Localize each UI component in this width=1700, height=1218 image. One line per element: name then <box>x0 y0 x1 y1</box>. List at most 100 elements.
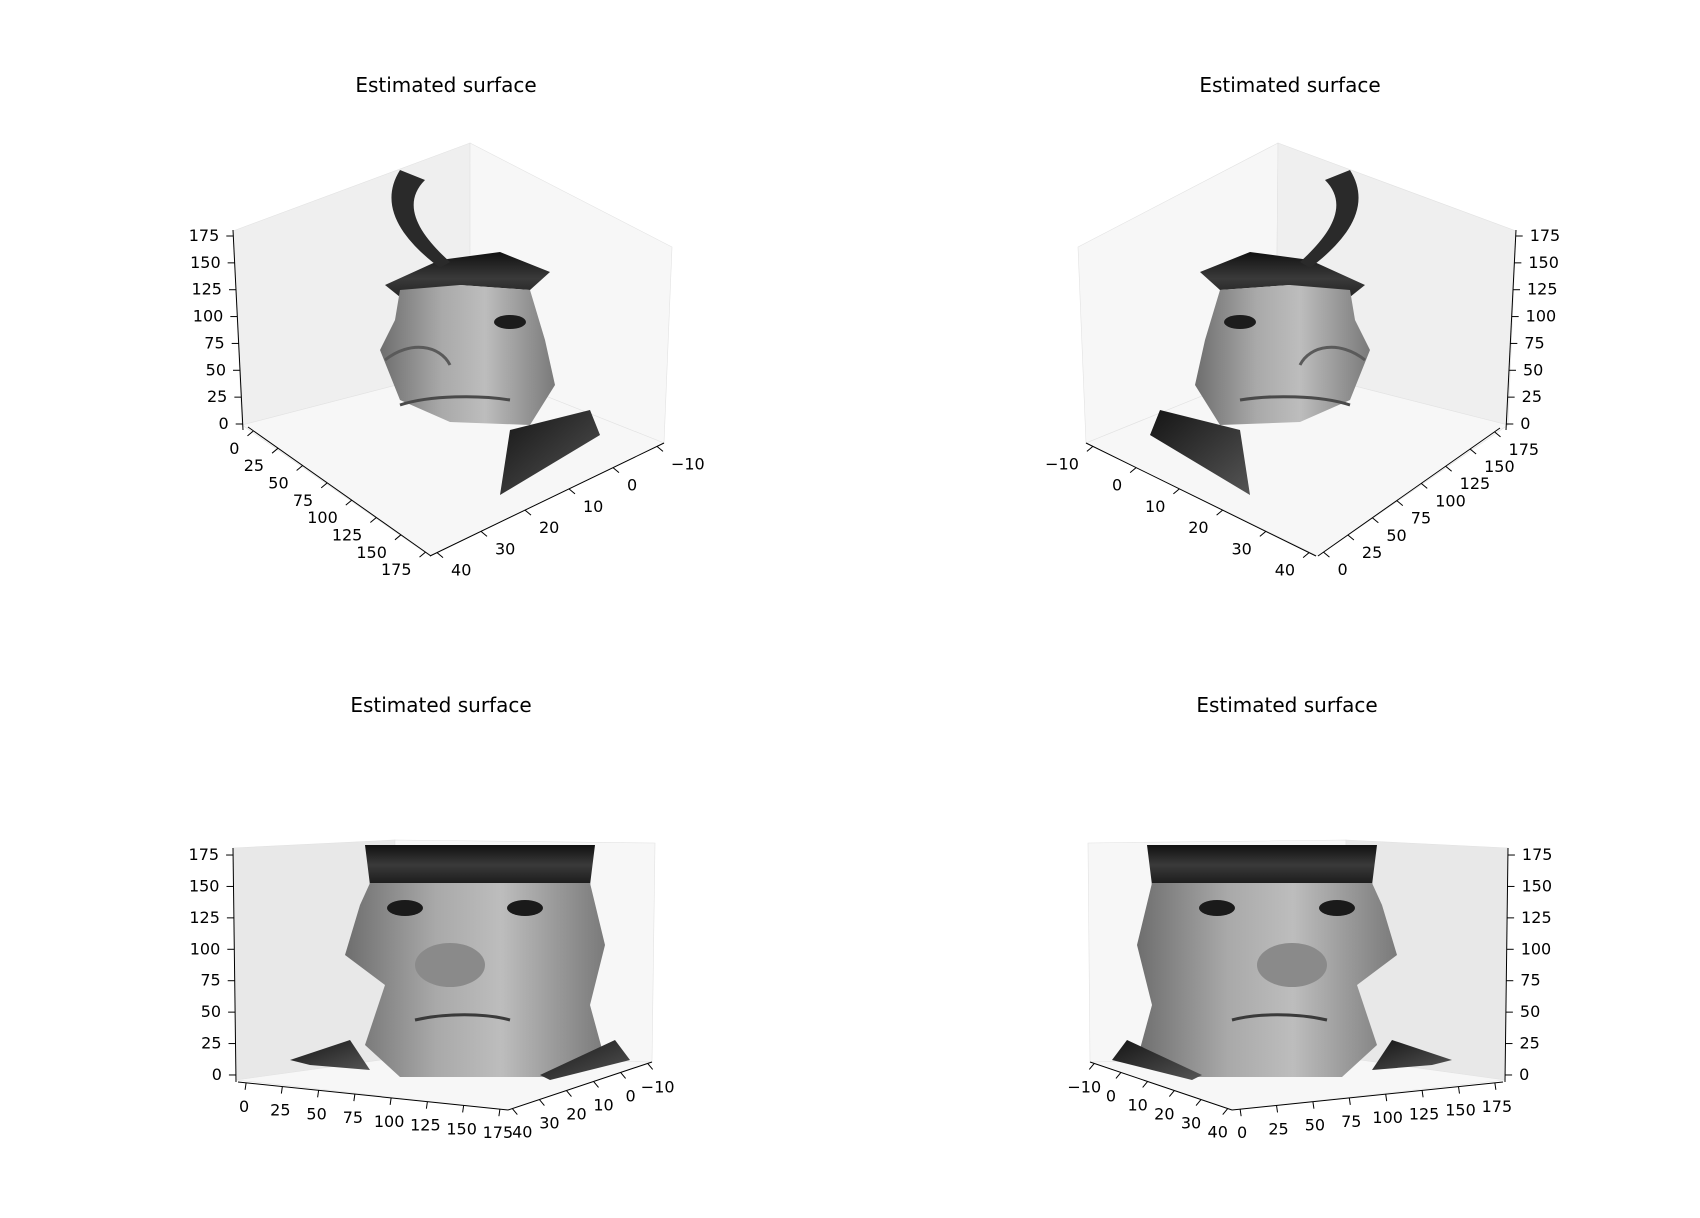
z-axis-tick-label: 50 <box>1520 1002 1540 1021</box>
y-axis-tick-label: 20 <box>1188 518 1208 537</box>
x-axis-tick-label: 175 <box>381 560 412 579</box>
subplot-title: Estimated surface <box>1196 693 1377 717</box>
x-axis-tick <box>462 1105 465 1113</box>
z-axis-tick-label: 100 <box>1526 307 1557 326</box>
surface-eye <box>494 315 526 329</box>
y-axis-line <box>1085 442 1317 557</box>
z-axis-tick-label: 150 <box>189 876 220 895</box>
y-axis-tick <box>1195 1099 1202 1106</box>
x-axis-tick-label: 150 <box>446 1119 477 1138</box>
x-axis-tick <box>1385 1094 1388 1102</box>
x-axis-tick <box>296 465 303 471</box>
z-axis-tick-label: 75 <box>1524 333 1544 352</box>
surface-mouth <box>1239 395 1351 407</box>
z-axis-tick-label: 50 <box>1523 360 1543 379</box>
x-axis-tick <box>1239 1109 1242 1117</box>
z-axis-tick-label: 100 <box>1521 939 1552 958</box>
z-axis-tick-label: 25 <box>201 1034 221 1053</box>
z-axis-tick-label: 25 <box>207 387 227 406</box>
x-axis-tick-label: 75 <box>1341 1112 1361 1131</box>
x-axis-tick <box>247 430 254 437</box>
z-axis-tick-label: 100 <box>193 307 224 326</box>
y-axis-tick-label: 0 <box>626 1086 636 1105</box>
z-axis-line <box>232 847 237 1083</box>
x-axis-tick <box>1445 465 1452 472</box>
y-axis-tick <box>1168 1090 1175 1097</box>
y-axis-tick <box>1259 530 1267 537</box>
y-axis-tick-label: −10 <box>671 454 705 473</box>
z-axis-tick-label: 175 <box>1530 226 1561 245</box>
z-axis-tick-label: 25 <box>1522 387 1542 406</box>
x-axis-tick <box>1348 1097 1351 1105</box>
x-axis-tick-label: 175 <box>483 1123 514 1142</box>
x-axis-tick-label: 100 <box>1372 1108 1403 1127</box>
x-axis-tick-label: 0 <box>1337 560 1347 579</box>
x-axis-tick <box>425 1101 428 1109</box>
x-axis-tick <box>1421 1090 1424 1098</box>
x-axis-tick-label: 25 <box>1268 1119 1288 1138</box>
y-axis-tick <box>612 467 620 474</box>
surface-hair <box>1147 845 1377 885</box>
y-axis-tick <box>1142 1081 1149 1088</box>
x-axis-tick-label: 50 <box>306 1104 326 1123</box>
y-axis-tick <box>1115 1072 1122 1079</box>
x-axis-tick-label: 125 <box>332 525 363 544</box>
y-axis-tick-label: −10 <box>1045 454 1079 473</box>
x-axis-tick <box>1494 431 1501 438</box>
surface-mouth <box>414 1013 511 1022</box>
z-axis-tick-label: 125 <box>189 908 220 927</box>
z-axis-tick-label: 175 <box>189 226 220 245</box>
z-axis-tick-label: 75 <box>1520 971 1540 990</box>
x-axis-tick <box>1494 1082 1497 1090</box>
surface-hair <box>365 845 595 885</box>
x-axis-tick-label: 150 <box>1445 1101 1476 1120</box>
subplot-1: Estimated surface02550751001251501750255… <box>189 73 705 580</box>
x-axis-tick <box>419 551 426 558</box>
x-axis-tick <box>345 499 353 506</box>
y-axis-tick <box>1129 467 1137 474</box>
subplot-2: Estimated surface02550751001251501750255… <box>1045 73 1560 580</box>
y-axis-tick <box>436 552 444 558</box>
y-axis-tick-label: 20 <box>1154 1105 1174 1124</box>
x-axis-tick <box>320 482 328 489</box>
x-axis-tick-label: 50 <box>1305 1116 1325 1135</box>
x-axis-tick <box>389 1097 392 1105</box>
surface-flap-left <box>1372 1040 1452 1070</box>
surface-eye-right <box>507 900 543 916</box>
surface-nose <box>1257 943 1327 987</box>
y-axis-tick-label: 30 <box>1181 1114 1201 1133</box>
y-axis-tick-label: 40 <box>1208 1123 1228 1142</box>
y-axis-tick <box>1302 552 1310 558</box>
z-axis-tick-label: 125 <box>1521 908 1552 927</box>
x-axis-tick <box>370 517 377 523</box>
z-axis-tick-label: 75 <box>200 971 220 990</box>
y-axis-tick-label: 30 <box>539 1114 559 1133</box>
z-axis-tick-label: 75 <box>204 333 224 352</box>
subplot-title: Estimated surface <box>1199 73 1380 97</box>
surface-hair-strand <box>391 170 450 268</box>
z-axis-line <box>1504 847 1509 1083</box>
x-axis-tick-label: 125 <box>1460 474 1491 493</box>
surface-flap <box>500 410 600 495</box>
y-axis-tick-label: 10 <box>1127 1095 1147 1114</box>
x-axis-tick <box>1420 483 1428 489</box>
z-axis-tick-label: 150 <box>1522 876 1553 895</box>
x-axis-tick-label: 50 <box>268 474 288 493</box>
z-axis-tick-label: 150 <box>190 253 221 272</box>
z-axis-tick-label: 100 <box>190 939 221 958</box>
surface-nose <box>1298 345 1366 366</box>
x-axis-tick <box>1276 1105 1279 1113</box>
y-axis-tick <box>524 509 532 516</box>
surface-eye-left <box>387 900 423 916</box>
y-axis-tick-label: −10 <box>641 1077 675 1096</box>
surface-nose <box>384 345 452 366</box>
y-axis-tick <box>656 446 664 452</box>
y-axis-tick-label: 30 <box>1232 539 1252 558</box>
x-axis-tick-label: 150 <box>356 543 387 562</box>
y-axis-tick-label: 0 <box>1106 1086 1116 1105</box>
surface-eye <box>1224 315 1256 329</box>
z-axis-tick-label: 25 <box>1519 1034 1539 1053</box>
x-axis-tick <box>1457 1086 1460 1094</box>
y-axis-tick-label: 30 <box>495 539 515 558</box>
